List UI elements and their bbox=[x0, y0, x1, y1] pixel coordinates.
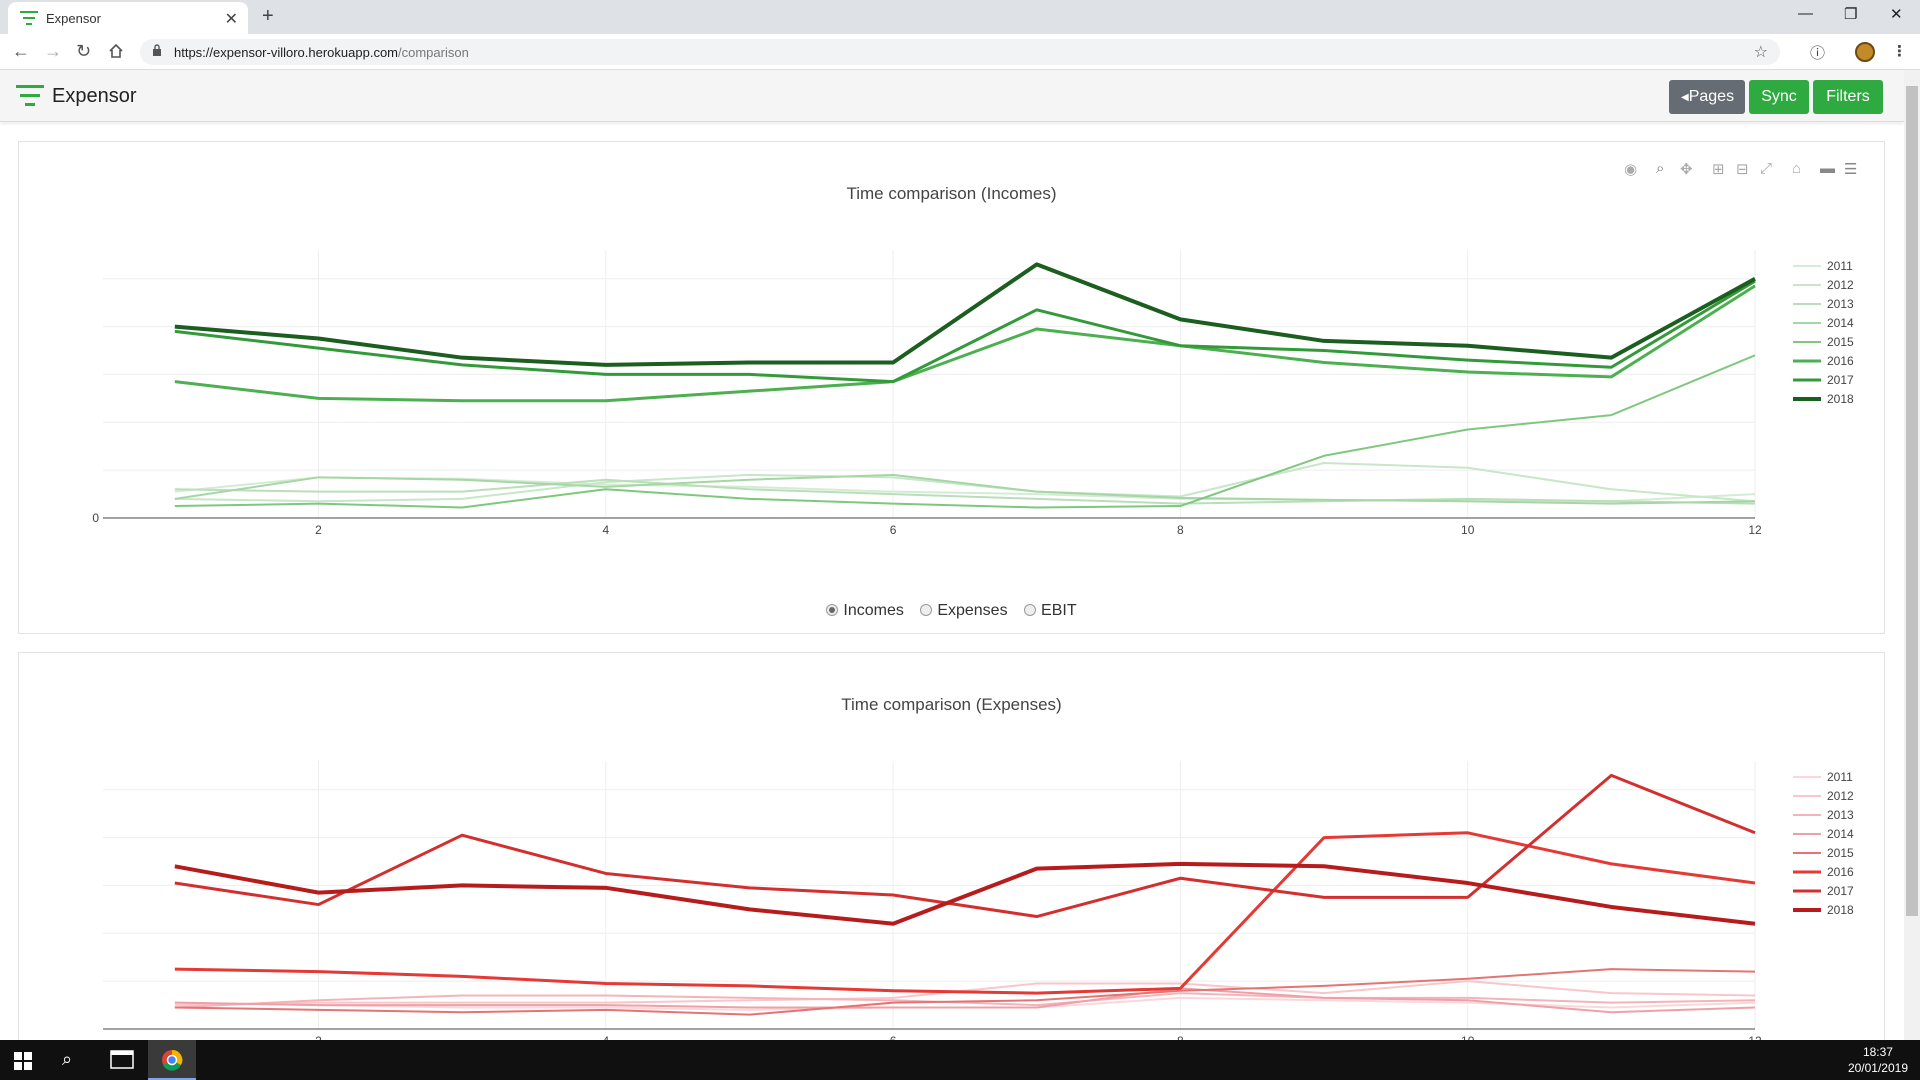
hover-compare-icon[interactable]: ☰ bbox=[1844, 161, 1858, 178]
tab-title: Expensor bbox=[46, 11, 101, 26]
legend-label: 2017 bbox=[1827, 884, 1854, 898]
extension-icon[interactable]: ⓘ bbox=[1810, 45, 1826, 62]
browser-tab[interactable]: Expensor ✕ bbox=[8, 2, 248, 34]
minimize-window-icon[interactable]: — bbox=[1798, 5, 1813, 22]
windows-start-icon[interactable] bbox=[14, 1052, 32, 1070]
legend-label: 2011 bbox=[1827, 770, 1853, 784]
zoom-out-icon[interactable]: ⊟ bbox=[1736, 161, 1749, 178]
metric-radio-group: Incomes Expenses EBIT bbox=[19, 602, 1884, 620]
x-tick-label: 6 bbox=[890, 523, 897, 537]
close-tab-icon[interactable]: ✕ bbox=[224, 11, 238, 28]
series-line-2013 bbox=[174, 992, 1756, 1009]
x-tick-label: 2 bbox=[315, 523, 322, 537]
legend-label: 2016 bbox=[1827, 354, 1854, 368]
autoscale-icon[interactable]: ⤢ bbox=[1760, 160, 1773, 177]
app-name[interactable]: Expensor bbox=[52, 85, 137, 107]
browser-menu-icon[interactable]: ⋮ bbox=[1892, 43, 1907, 60]
series-line-2015 bbox=[174, 968, 1756, 1016]
pan-icon[interactable]: ✥ bbox=[1680, 161, 1693, 178]
camera-icon[interactable]: ◉ bbox=[1624, 161, 1638, 178]
legend-label: 2016 bbox=[1827, 865, 1854, 879]
series-line-2016 bbox=[174, 284, 1756, 403]
windows-taskbar: ⌕ 18:37 20/01/2019 bbox=[0, 1040, 1920, 1080]
series-line-2018 bbox=[174, 861, 1756, 926]
zoom-in-icon[interactable]: ⊞ bbox=[1712, 161, 1725, 178]
file-explorer-taskbar-icon[interactable] bbox=[98, 1040, 146, 1080]
series-line-2011 bbox=[174, 476, 1756, 503]
series-line-2017 bbox=[174, 773, 1756, 919]
legend-label: 2012 bbox=[1827, 789, 1854, 803]
zoom-icon[interactable]: ⌕ bbox=[1656, 160, 1665, 177]
sync-button[interactable]: Sync bbox=[1749, 80, 1809, 114]
filters-button[interactable]: Filters bbox=[1813, 80, 1883, 114]
browser-tab-strip: Expensor ✕ + — ❐ ✕ bbox=[0, 0, 1920, 34]
search-icon[interactable]: ⌕ bbox=[62, 1049, 73, 1069]
chart-modebar: ◉ ⌕ ✥ ⊞ ⊟ ⤢ ⌂ ▬ ☰ bbox=[1624, 160, 1864, 180]
lock-icon bbox=[153, 44, 161, 56]
legend-label: 2011 bbox=[1827, 259, 1853, 273]
series-line-2016 bbox=[174, 831, 1756, 995]
bookmark-star-icon[interactable]: ☆ bbox=[1753, 44, 1768, 61]
legend-label: 2012 bbox=[1827, 278, 1854, 292]
x-tick-label: 4 bbox=[602, 523, 609, 537]
legend-label: 2018 bbox=[1827, 903, 1854, 917]
radio-expenses-dot[interactable] bbox=[920, 604, 933, 616]
legend-label: 2017 bbox=[1827, 373, 1854, 387]
expenses-chart-panel: Time comparison (Expenses) 2468101220112… bbox=[18, 652, 1885, 1052]
app-header: Expensor ◀Pages Sync Filters bbox=[0, 70, 1904, 122]
spike-lines-icon[interactable]: ▬ bbox=[1820, 160, 1835, 177]
legend-label: 2013 bbox=[1827, 297, 1854, 311]
url-text: https://expensor-villoro.herokuapp.com/c… bbox=[174, 45, 469, 60]
incomes-chart-panel: ◉ ⌕ ✥ ⊞ ⊟ ⤢ ⌂ ▬ ☰ Time comparison (Incom… bbox=[18, 141, 1885, 634]
legend-label: 2015 bbox=[1827, 846, 1854, 860]
new-tab-icon[interactable]: + bbox=[262, 5, 274, 27]
caret-left-icon: ◀ bbox=[1681, 92, 1689, 103]
reset-axes-icon[interactable]: ⌂ bbox=[1792, 160, 1802, 177]
restore-window-icon[interactable]: ❐ bbox=[1844, 6, 1858, 23]
series-line-2014 bbox=[174, 987, 1756, 1014]
page-scrollbar-thumb[interactable] bbox=[1906, 86, 1918, 916]
expenses-line-chart: 2468101220112012201320142015201620172018 bbox=[103, 761, 1854, 1048]
x-tick-label: 10 bbox=[1461, 523, 1475, 537]
home-icon[interactable] bbox=[108, 43, 124, 59]
system-clock: 18:37 20/01/2019 bbox=[1848, 1044, 1908, 1076]
profile-avatar[interactable] bbox=[1855, 42, 1875, 62]
address-bar[interactable]: https://expensor-villoro.herokuapp.com/c… bbox=[140, 39, 1780, 65]
series-line-2012 bbox=[174, 461, 1756, 503]
chrome-taskbar-icon[interactable] bbox=[148, 1040, 196, 1080]
radio-ebit-dot[interactable] bbox=[1024, 604, 1037, 616]
pages-button[interactable]: ◀Pages bbox=[1669, 80, 1745, 114]
chart-title: Time comparison (Expenses) bbox=[841, 695, 1062, 714]
terminal-icon bbox=[110, 1050, 134, 1069]
legend-label: 2015 bbox=[1827, 335, 1854, 349]
series-line-2014 bbox=[174, 473, 1756, 505]
radio-ebit[interactable]: EBIT bbox=[1024, 602, 1077, 620]
legend-label: 2018 bbox=[1827, 392, 1854, 406]
series-line-2013 bbox=[174, 478, 1756, 505]
y-tick-label: 0 bbox=[92, 511, 99, 525]
reload-icon[interactable]: ↻ bbox=[76, 41, 92, 61]
forward-icon[interactable]: → bbox=[44, 41, 62, 61]
close-window-icon[interactable]: ✕ bbox=[1890, 6, 1903, 23]
series-line-2017 bbox=[174, 279, 1756, 384]
chrome-icon bbox=[162, 1049, 183, 1071]
radio-expenses[interactable]: Expenses bbox=[920, 602, 1008, 620]
radio-incomes[interactable]: Incomes bbox=[826, 602, 904, 620]
clock-date: 20/01/2019 bbox=[1847, 1061, 1908, 1075]
x-tick-label: 12 bbox=[1748, 523, 1762, 537]
chart-title: Time comparison (Incomes) bbox=[846, 184, 1057, 203]
legend-label: 2014 bbox=[1827, 316, 1854, 330]
expensor-logo-icon[interactable] bbox=[16, 85, 44, 107]
back-icon[interactable]: ← bbox=[12, 41, 30, 61]
incomes-line-chart: 2 4 6 8 10 12 0 2011 2012 2013 2014 2015 2016 2017 201… bbox=[92, 250, 1854, 537]
legend-label: 2013 bbox=[1827, 808, 1854, 822]
x-tick-label: 8 bbox=[1177, 523, 1184, 537]
legend-label: 2014 bbox=[1827, 827, 1854, 841]
series-line-2015 bbox=[174, 354, 1756, 509]
expensor-favicon-icon bbox=[20, 11, 38, 25]
clock-time: 18:37 bbox=[1862, 1045, 1893, 1059]
series-line-2018 bbox=[174, 262, 1756, 367]
browser-toolbar: ← → ↻ https://expensor-villoro.herokuapp… bbox=[0, 34, 1920, 70]
radio-incomes-dot[interactable] bbox=[826, 604, 839, 616]
